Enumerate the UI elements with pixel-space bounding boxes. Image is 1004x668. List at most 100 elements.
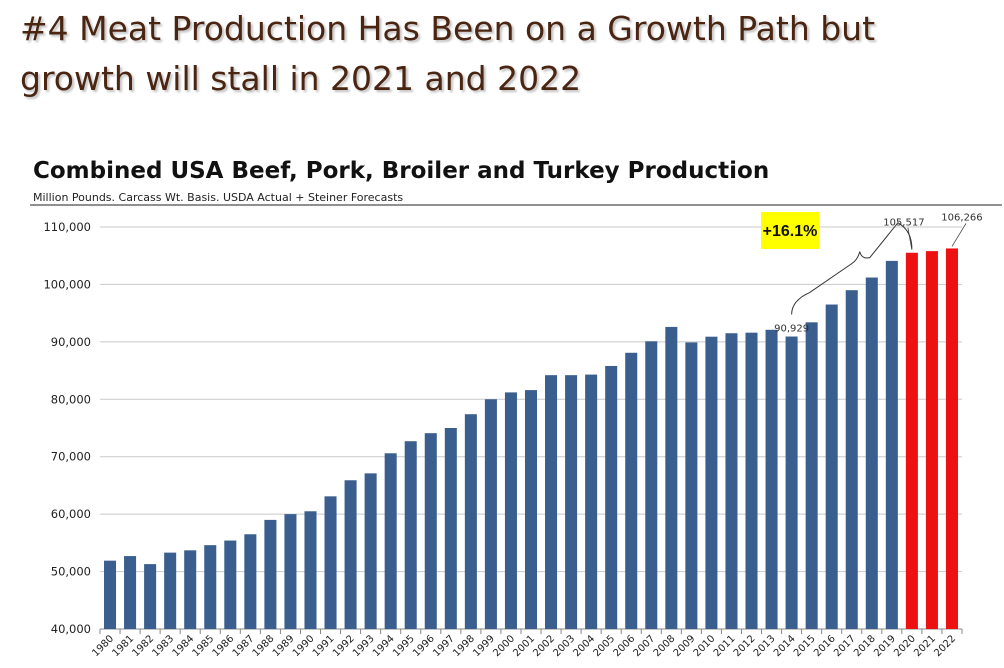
bar-1992 bbox=[344, 480, 357, 629]
x-tick-label: 1981 bbox=[110, 633, 136, 659]
bar-1997 bbox=[444, 428, 457, 629]
y-axis-ticks: 40,000 50,000 60,000 70,000 80,000 90,000 100,… bbox=[43, 220, 91, 636]
bar-2001 bbox=[524, 390, 538, 629]
y-tick-label: 40,000 bbox=[51, 622, 91, 636]
bar-2007 bbox=[645, 341, 658, 629]
x-tick-label: 2009 bbox=[672, 633, 698, 659]
bar-2014 bbox=[785, 336, 798, 629]
data-label-2020: 105,517 bbox=[883, 218, 924, 229]
x-tick-label: 1995 bbox=[391, 633, 417, 659]
bar-1986 bbox=[224, 540, 237, 629]
bar-1984 bbox=[184, 550, 197, 629]
x-tick-label: 2016 bbox=[812, 633, 838, 659]
x-tick-label: 1987 bbox=[231, 633, 257, 659]
bar-2005 bbox=[605, 365, 618, 629]
x-tick-label: 2014 bbox=[772, 633, 798, 659]
bar-2016 bbox=[825, 304, 838, 629]
bar-1994 bbox=[384, 453, 397, 629]
x-tick-label: 1994 bbox=[371, 633, 397, 659]
chart-subtitle: Million Pounds. Carcass Wt. Basis. USDA … bbox=[33, 191, 403, 204]
bar-2010 bbox=[705, 336, 718, 629]
y-tick-label: 70,000 bbox=[51, 450, 91, 464]
callout-brace bbox=[791, 222, 913, 315]
x-tick-label: 2004 bbox=[571, 633, 597, 659]
x-tick-label: 2007 bbox=[632, 633, 658, 659]
callout-text: +16.1% bbox=[763, 223, 818, 240]
bar-1987 bbox=[244, 534, 257, 629]
x-tick-label: 1980 bbox=[90, 633, 116, 659]
bar-2009 bbox=[685, 342, 698, 629]
x-tick-label: 2021 bbox=[912, 633, 938, 659]
bar-2008 bbox=[665, 326, 678, 629]
bar-1980 bbox=[104, 560, 117, 629]
bar-2019 bbox=[885, 260, 898, 629]
bar-2017 bbox=[845, 290, 858, 629]
y-tick-label: 90,000 bbox=[51, 335, 91, 349]
x-tick-label: 2012 bbox=[732, 633, 758, 659]
y-tick-label: 110,000 bbox=[43, 220, 91, 234]
bar-1983 bbox=[164, 552, 177, 629]
x-tick-label: 2003 bbox=[551, 633, 577, 659]
growth-callout: +16.1% bbox=[761, 212, 913, 315]
bar-2006 bbox=[625, 352, 638, 629]
bar-1993 bbox=[364, 473, 377, 629]
callout-box bbox=[761, 212, 819, 249]
x-tick-label: 2010 bbox=[692, 633, 718, 659]
slide-title-line2: growth will stall in 2021 and 2022 bbox=[20, 59, 582, 98]
bar-2002 bbox=[545, 375, 558, 629]
x-tick-label: 1991 bbox=[311, 633, 337, 659]
x-tick-label: 2005 bbox=[592, 633, 618, 659]
x-tick-label: 2001 bbox=[511, 633, 537, 659]
bar-1991 bbox=[324, 496, 337, 629]
x-tick-label: 2011 bbox=[712, 633, 738, 659]
x-tick-label: 1996 bbox=[411, 633, 437, 659]
data-label-2014: 90,929 bbox=[774, 324, 809, 335]
bar-2012 bbox=[745, 332, 758, 629]
x-tick-label: 2006 bbox=[612, 633, 638, 659]
bar-1982 bbox=[144, 564, 157, 629]
x-tick-label: 1986 bbox=[211, 633, 237, 659]
y-tick-label: 60,000 bbox=[51, 507, 91, 521]
bar-2011 bbox=[725, 333, 738, 629]
slide-title-line1: #4 Meat Production Has Been on a Growth … bbox=[20, 9, 876, 48]
bar-1995 bbox=[404, 441, 417, 629]
x-tick-label: 2008 bbox=[652, 633, 678, 659]
bar-2018 bbox=[865, 277, 878, 629]
bar-2004 bbox=[585, 374, 598, 629]
x-tick-label: 1993 bbox=[351, 633, 377, 659]
bar-2021 bbox=[925, 251, 938, 629]
x-tick-label: 1999 bbox=[471, 633, 497, 659]
bar-1990 bbox=[304, 511, 317, 629]
chart-title: Combined USA Beef, Pork, Broiler and Tur… bbox=[33, 158, 769, 184]
x-tick-label: 2022 bbox=[932, 633, 958, 659]
bar-1999 bbox=[484, 399, 497, 629]
x-tick-label: 2018 bbox=[852, 633, 878, 659]
y-tick-label: 80,000 bbox=[51, 392, 91, 406]
x-tick-label: 1997 bbox=[431, 633, 457, 659]
x-tick-label: 1982 bbox=[130, 633, 156, 659]
bar-1988 bbox=[264, 519, 277, 629]
x-tick-label: 1990 bbox=[291, 633, 317, 659]
x-tick-label: 2017 bbox=[832, 633, 858, 659]
bar-2000 bbox=[504, 392, 517, 629]
y-tick-label: 50,000 bbox=[51, 565, 91, 579]
slide-title: #4 Meat Production Has Been on a Growth … bbox=[20, 4, 980, 104]
bar-1998 bbox=[464, 414, 477, 629]
x-tick-label: 1984 bbox=[171, 633, 197, 659]
data-labels: 90,929 105,517 106,266 bbox=[774, 212, 983, 334]
x-tick-label: 2020 bbox=[892, 633, 918, 659]
data-label-leader bbox=[951, 223, 967, 247]
x-axis-ticks: 1980198119821983198419851986198719881989… bbox=[90, 629, 963, 659]
x-tick-label: 1988 bbox=[251, 633, 277, 659]
bar-2020 bbox=[905, 252, 918, 629]
x-tick-label: 2000 bbox=[491, 633, 517, 659]
bar-2003 bbox=[565, 375, 578, 629]
x-tick-label: 2015 bbox=[792, 633, 818, 659]
x-tick-label: 2019 bbox=[872, 633, 898, 659]
x-tick-label: 1989 bbox=[271, 633, 297, 659]
x-tick-label: 1992 bbox=[331, 633, 357, 659]
x-tick-label: 1983 bbox=[151, 633, 177, 659]
y-tick-label: 100,000 bbox=[43, 277, 91, 291]
bar-2013 bbox=[765, 329, 778, 629]
bar-1981 bbox=[124, 556, 137, 629]
